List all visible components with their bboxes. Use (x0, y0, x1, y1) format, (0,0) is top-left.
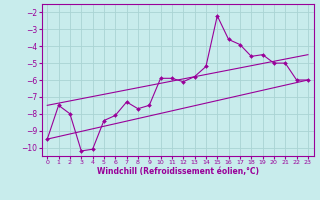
X-axis label: Windchill (Refroidissement éolien,°C): Windchill (Refroidissement éolien,°C) (97, 167, 259, 176)
